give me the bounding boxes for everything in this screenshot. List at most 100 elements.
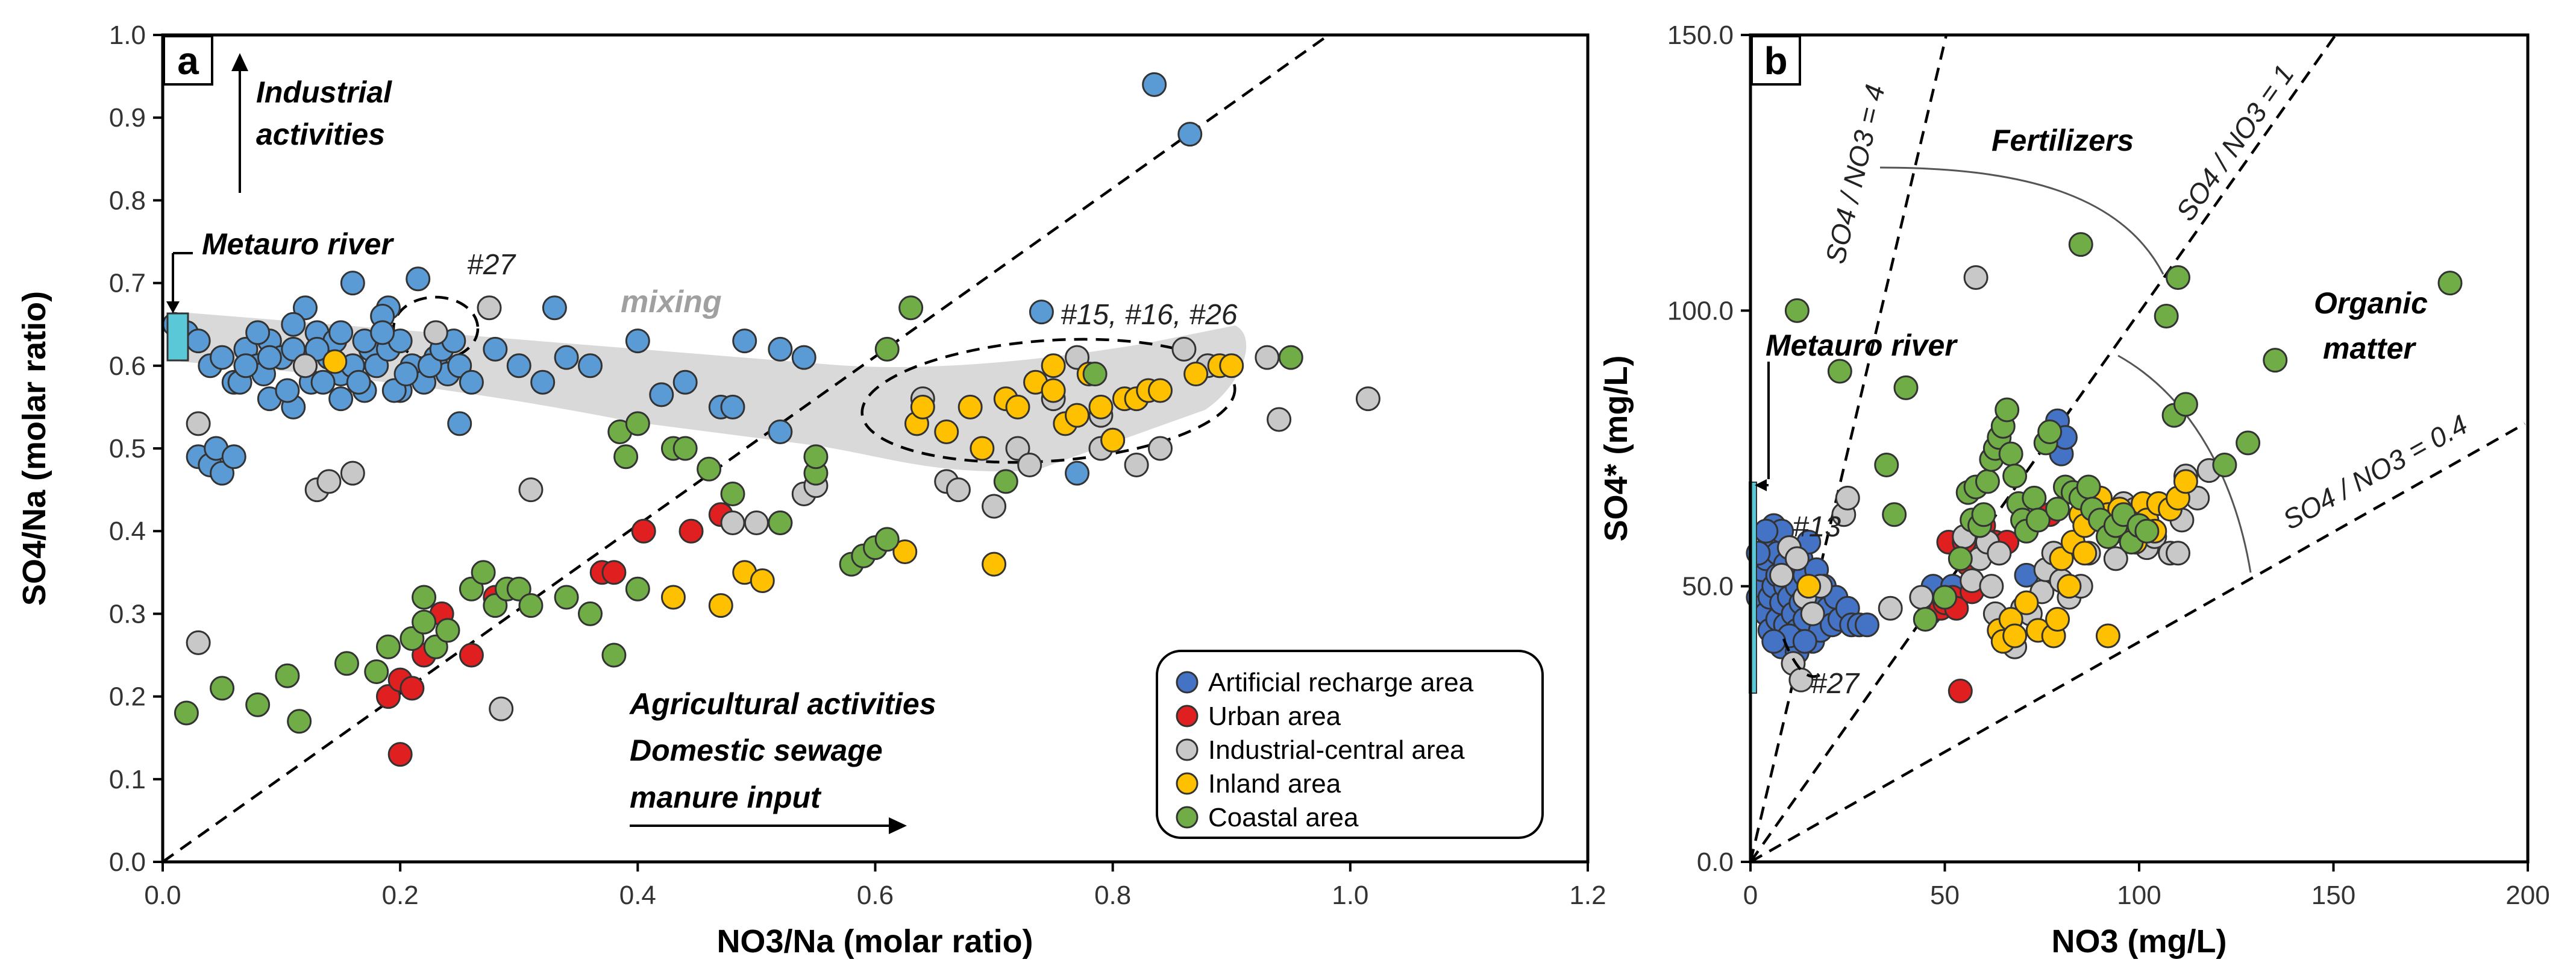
panel-a-point-urban-area (601, 560, 627, 585)
panel-a-point-industrial-central-area (982, 494, 1007, 519)
panel-a-point-artificial-recharge-area (346, 369, 371, 395)
panel-a-x-axis-title: NO3/Na (molar ratio) (716, 923, 1033, 960)
panel-a-point-industrial-central-area (489, 696, 514, 721)
panel-a-x-tick-label: 0.2 (382, 881, 419, 910)
industrial-label: Industrial (256, 75, 392, 109)
legend-label: Inland area (1208, 769, 1341, 799)
panel-a-point-inland-area (892, 539, 918, 564)
panel-a-point-artificial-recharge-area (447, 411, 472, 436)
panel-b-point-coastal-area (2025, 507, 2051, 533)
panel-b-point-industrial-central-area (1835, 485, 1860, 510)
panel-a-y-tick-label: 0.1 (109, 765, 146, 794)
ratio-4-label: SO4 / NO3 = 4 (1819, 81, 1891, 266)
panel-b-point-industrial-central-area (1788, 667, 1814, 693)
panel-a-point-coastal-area (364, 659, 389, 684)
panel-a-point-artificial-recharge-area (328, 386, 354, 412)
panel-a-point-coastal-area (287, 709, 312, 734)
panel-a-point-coastal-area (375, 634, 401, 659)
panel-a-point-artificial-recharge-area (293, 295, 318, 321)
panel-a-ticks (153, 34, 1589, 872)
panel-a-point-artificial-recharge-area (578, 353, 603, 379)
samples-15-16-26-ellipse (860, 338, 1236, 464)
panel-b-point-industrial-central-area (1909, 585, 1934, 610)
panel-b-point-inland-area (2057, 574, 2082, 599)
panel-a-point-inland-area (708, 593, 733, 618)
panel-a-point-artificial-recharge-area (1177, 122, 1203, 147)
panel-a-point-coastal-area (334, 651, 359, 676)
panel-b-point-coastal-area (1948, 546, 1973, 571)
panel-b-point-artificial-recharge-area (1792, 629, 1817, 654)
panel-a-point-coastal-area (412, 585, 437, 610)
panel-a-point-artificial-recharge-area (304, 336, 330, 362)
industrial-arrowhead (231, 53, 248, 71)
panel-b-point-coastal-area (2045, 497, 2070, 522)
panel-b-point-coastal-area (2173, 392, 2198, 417)
legend-box (1156, 650, 1544, 839)
panel-b-point-coastal-area (2037, 419, 2063, 445)
panel-b-point-coastal-area (1882, 502, 1907, 527)
panel-a-y-tick-label: 0.3 (109, 599, 146, 629)
panel-a-point-inland-area (1041, 378, 1066, 403)
panel-b-point-coastal-area (2166, 265, 2190, 290)
panel-a-point-artificial-recharge-area (1065, 460, 1090, 486)
panel-a-point-inland-area (660, 585, 686, 610)
panel-a-point-artificial-recharge-area (406, 266, 431, 292)
panel-a-point-industrial-central-area (518, 477, 544, 503)
metauro-arrowhead-a (166, 301, 180, 313)
panel-a-point-coastal-area (412, 609, 437, 635)
panel-a-y-axis-title: SO4/Na (molar ratio) (16, 291, 52, 606)
panel-a-y-tick-label: 0.6 (109, 351, 146, 381)
agricultural-arrowhead (889, 817, 907, 834)
panel-b-point-coastal-area (2212, 452, 2237, 477)
panel-a-letter-box (163, 35, 213, 86)
panel-a-point-coastal-area (697, 456, 722, 482)
panel-a-point-inland-area (1065, 403, 1090, 428)
panel-b-point-coastal-area (2022, 485, 2047, 510)
panel-a-x-tick-label: 0.4 (619, 881, 656, 910)
panel-a-point-artificial-recharge-area (210, 460, 235, 486)
panel-a-y-tick-label: 0.7 (109, 269, 146, 298)
panel-a-frame (161, 33, 1590, 864)
panel-a-point-artificial-recharge-area (233, 353, 259, 379)
fertilizers-label: Fertilizers (1992, 124, 2134, 157)
panel-b-point-inland-area (1796, 574, 1822, 599)
panel-a-y-tick-label: 0.4 (109, 517, 146, 546)
agricultural-label-1: Agricultural activities (628, 687, 936, 721)
panel-a-point-artificial-recharge-area (1029, 300, 1054, 325)
panel-b-letter-box (1750, 35, 1801, 86)
panel-a-point-coastal-area (613, 444, 639, 470)
metauro-label-a: Metauro river (202, 227, 394, 261)
panel-b-point-artificial-recharge-area (1761, 629, 1787, 654)
ratio-0.4-line (1749, 423, 2526, 863)
panel-a-point-artificial-recharge-area (447, 353, 472, 379)
panel-a-point-artificial-recharge-area (275, 378, 300, 403)
panel-a-point-inland-area (750, 568, 775, 594)
panel-a-point-coastal-area (210, 676, 235, 701)
panel-a-point-industrial-central-area (945, 477, 971, 503)
sample-27-arc (1782, 638, 1821, 678)
panel-a-point-coastal-area (625, 411, 650, 436)
panel-a-point-artificial-recharge-area (720, 394, 745, 419)
panel-a-point-artificial-recharge-area (328, 320, 354, 345)
panel-a-point-inland-area (910, 394, 935, 419)
panel-a-y-tick-label: 0.2 (109, 682, 146, 712)
panel-a-point-coastal-area (518, 593, 544, 618)
panel-b-x-axis-title: NO3 (mg/L) (2052, 923, 2227, 960)
mixing-label: mixing (621, 284, 722, 319)
panel-a-point-coastal-area (803, 444, 829, 470)
ratio-1-label: SO4 / NO3 = 1 (2170, 59, 2300, 227)
panel-a-x-tick-label: 1.2 (1569, 881, 1606, 910)
panel-b-point-coastal-area (1932, 585, 1957, 610)
panel-a-x-tick-label: 0.6 (857, 881, 894, 910)
panel-a-point-artificial-recharge-area (186, 328, 211, 354)
sample-27-label-a: #27 (467, 249, 516, 281)
panel-b-point-artificial-recharge-area (1753, 518, 1779, 544)
panel-b-point-coastal-area (1998, 441, 2023, 467)
panel-a-point-artificial-recharge-area (417, 353, 442, 379)
panel-a-point-artificial-recharge-area (506, 353, 531, 379)
panel-b-point-industrial-central-area (1769, 562, 1794, 588)
panel-a-point-coastal-area (993, 469, 1018, 494)
panel-b-point-coastal-area (1975, 469, 2000, 494)
panel-a-point-urban-area (459, 642, 484, 668)
legend-marker (1176, 772, 1199, 795)
